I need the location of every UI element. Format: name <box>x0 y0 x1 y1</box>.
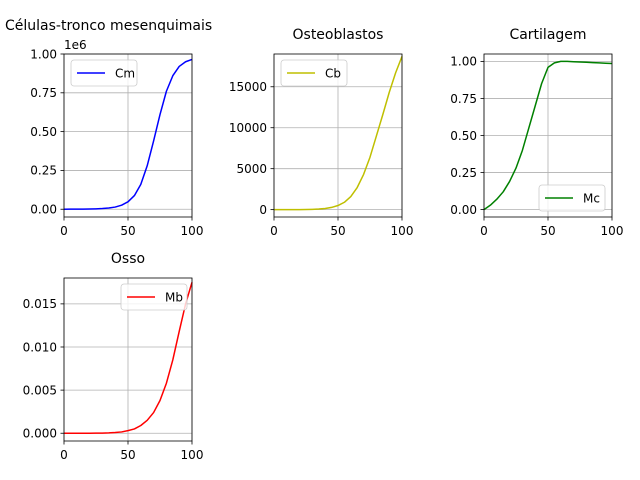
y-tick-label: 10000 <box>229 121 267 135</box>
y-tick-label: 0 <box>259 203 267 217</box>
y-tick-label: 0.25 <box>450 166 477 180</box>
chart-title: Osso <box>111 251 145 267</box>
x-tick-label: 50 <box>540 224 555 238</box>
x-tick-label: 0 <box>60 224 68 238</box>
y-tick-label: 0.50 <box>30 125 57 139</box>
x-tick-label: 50 <box>330 224 345 238</box>
y-tick-label: 0.75 <box>450 92 477 106</box>
legend-label: Cb <box>325 67 341 81</box>
x-tick-label: 0 <box>480 224 488 238</box>
legend: Mb <box>120 283 188 311</box>
legend-label: Cm <box>115 67 135 81</box>
x-tick-label: 50 <box>120 448 135 462</box>
chart-title: Osteoblastos <box>293 27 384 43</box>
y-tick-label: 0.00 <box>30 203 57 217</box>
chart-panel-4: 0 50 100 0.000 0.005 0.010 0.015 Osso Mb <box>23 251 204 462</box>
legend: Mc <box>538 184 606 212</box>
chart-panel-1: 0 50 100 0.00 0.25 0.50 0.75 1.00 1e6 Células-tro… <box>5 18 212 238</box>
y-tick-label: 0.00 <box>450 203 477 217</box>
legend: Cb <box>280 59 348 87</box>
y-tick-label: 5000 <box>236 162 267 176</box>
x-tick-label: 100 <box>181 448 204 462</box>
y-tick-label: 1.00 <box>30 47 57 61</box>
y-tick-label: 0.50 <box>450 129 477 143</box>
y-offset-label: 1e6 <box>64 38 87 52</box>
x-tick-label: 100 <box>391 224 414 238</box>
chart-panel-3: 0 50 100 0.00 0.25 0.50 0.75 1.00 Cartilagem Mc <box>450 27 623 238</box>
series-line-Cm <box>63 58 193 210</box>
x-tick-label: 0 <box>270 224 278 238</box>
legend: Cm <box>70 59 138 87</box>
series-line-Cb <box>274 56 403 211</box>
chart-title: Cartilagem <box>509 27 586 43</box>
series-line-Mc <box>483 60 613 211</box>
y-tick-label: 0.010 <box>23 340 57 354</box>
x-tick-label: 50 <box>120 224 135 238</box>
chart-panel-2: 0 50 100 0 5000 10000 15000 Osteoblastos Cb <box>229 27 414 238</box>
y-tick-label: 1.00 <box>450 55 477 69</box>
y-tick-label: 0.015 <box>23 297 57 311</box>
legend-label: Mb <box>165 291 183 305</box>
y-tick-label: 0.75 <box>30 86 57 100</box>
y-tick-label: 0.005 <box>23 383 57 397</box>
series-line-Mb <box>64 282 193 434</box>
legend-label: Mc <box>583 192 600 206</box>
x-tick-label: 100 <box>181 224 204 238</box>
y-tick-label: 15000 <box>229 80 267 94</box>
y-tick-label: 0.25 <box>30 164 57 178</box>
chart-title: Células-tronco mesenquimais <box>5 18 212 34</box>
x-tick-label: 100 <box>601 224 624 238</box>
y-tick-label: 0.000 <box>23 427 57 441</box>
x-tick-label: 0 <box>60 448 68 462</box>
